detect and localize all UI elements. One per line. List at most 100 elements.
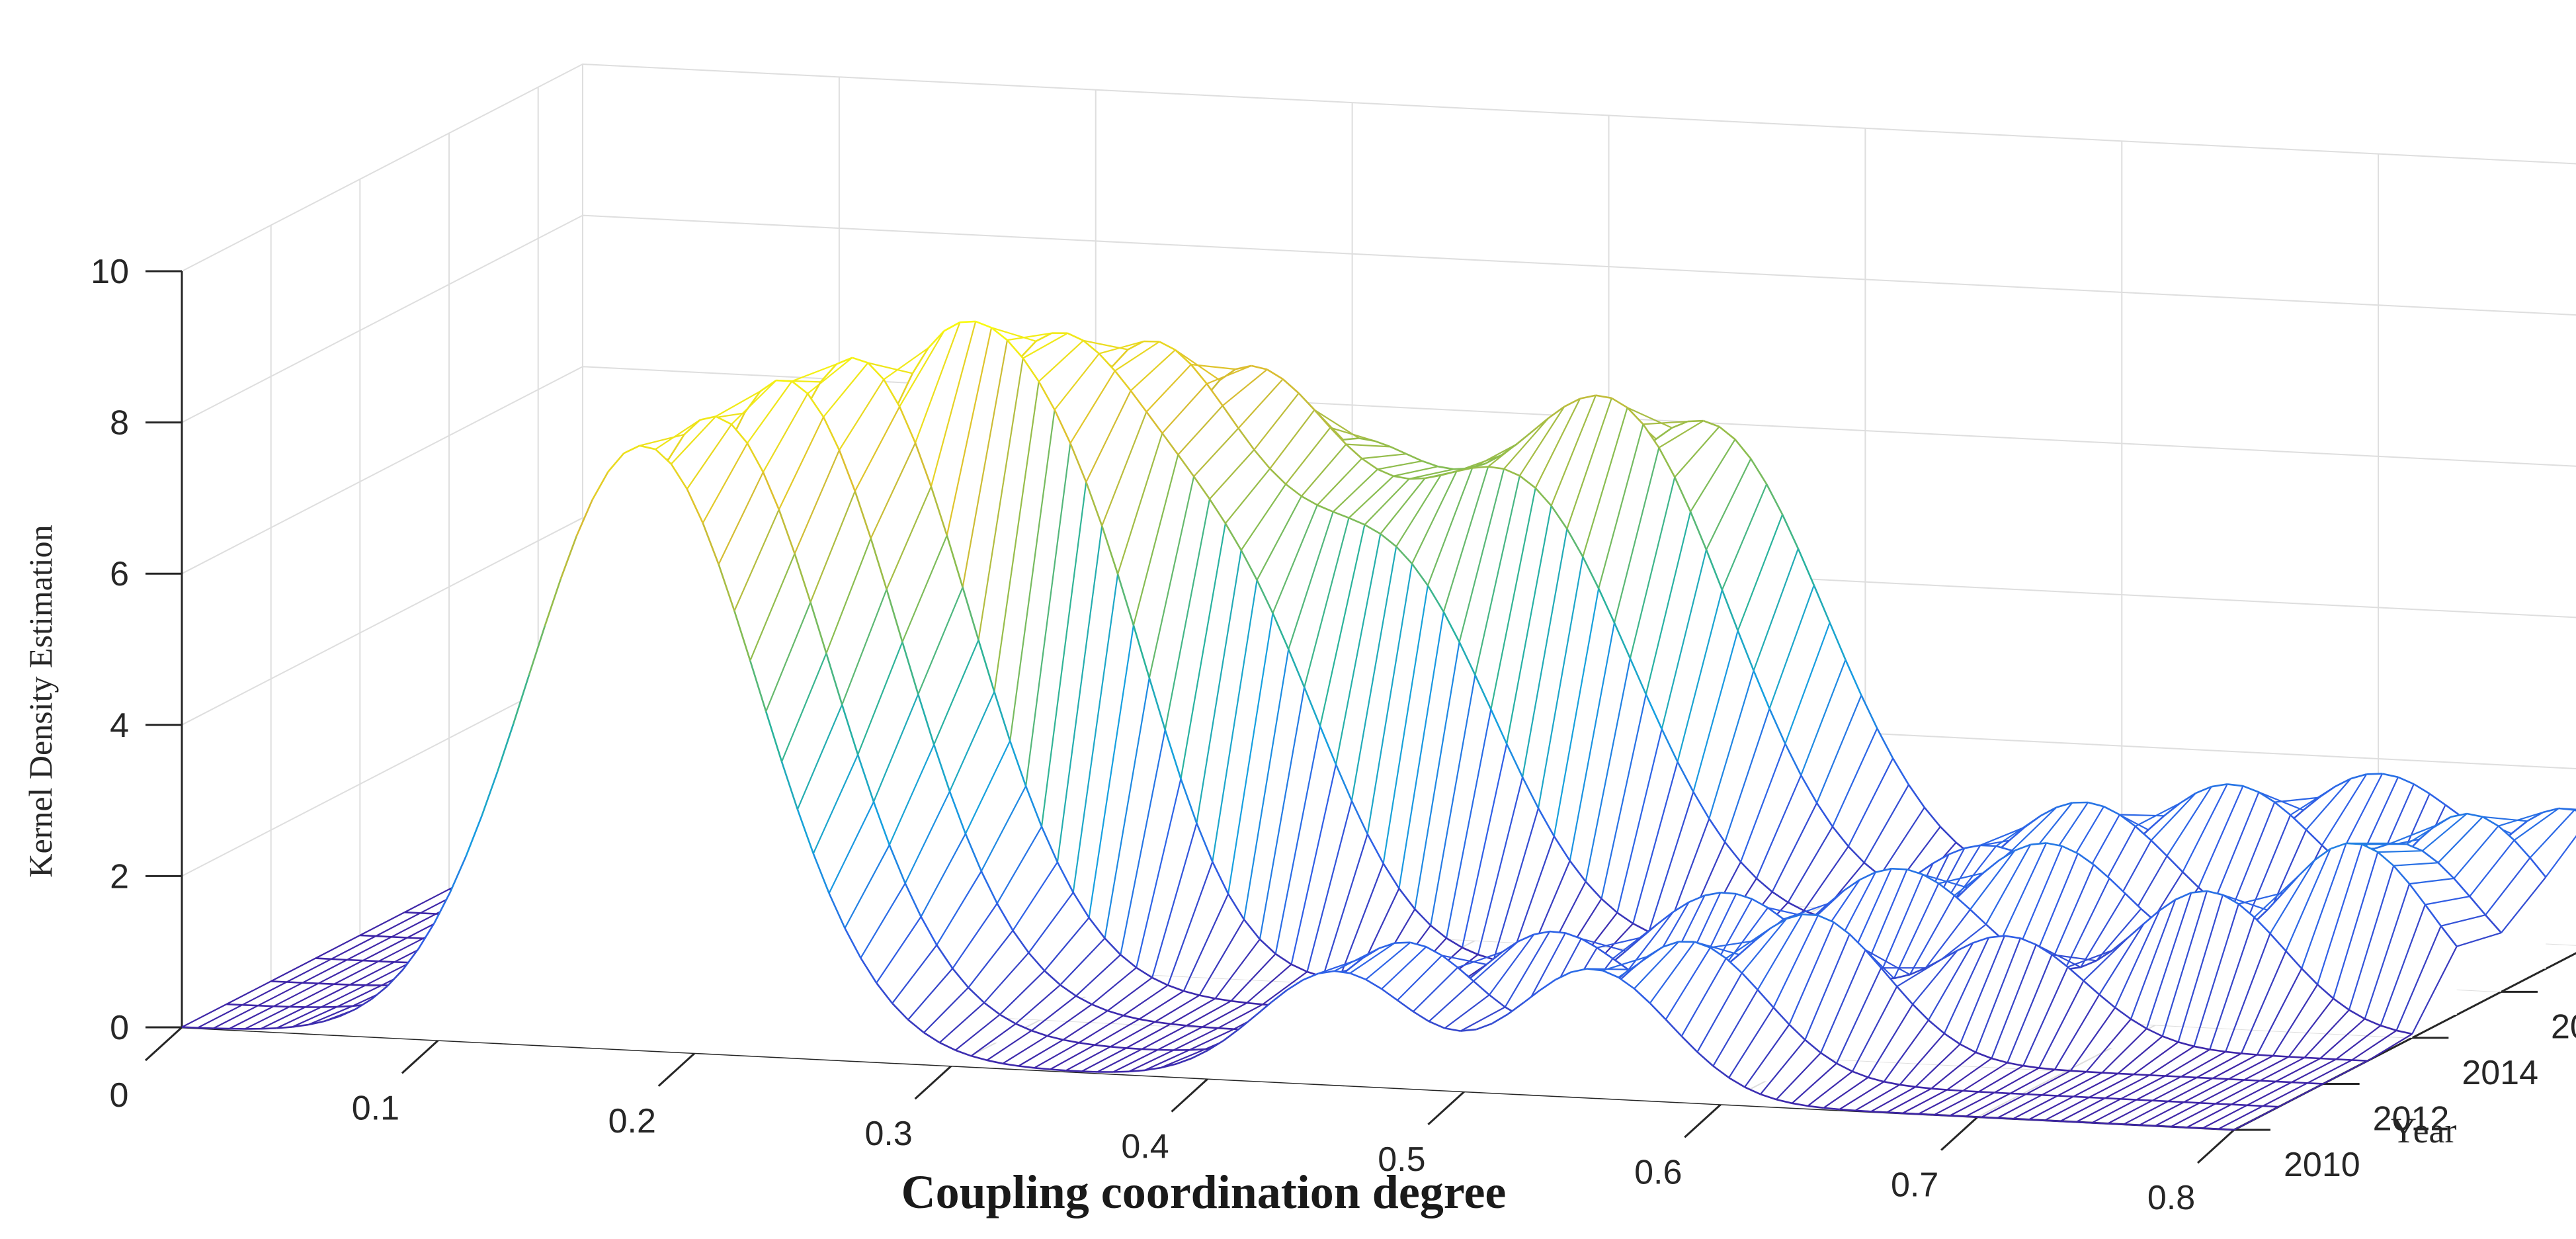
series-2014-segment [1116,574,1135,626]
series-2012-segment [2181,1076,2197,1079]
mesh-line [2196,1052,2242,1078]
mesh-line [778,416,825,510]
series-2017-segment [1282,378,1300,394]
mesh-line [812,754,859,854]
mesh-line [762,393,809,473]
series-2012-segment [1075,995,1093,1005]
mesh-line [747,380,793,444]
mesh-line [2089,1074,2134,1098]
mesh-line [2214,792,2260,902]
mesh-line [2269,859,2315,934]
mesh-line [1145,364,1192,413]
series-2010-segment [1587,968,1603,972]
series-2016-segment [1980,844,1997,847]
series-2010-segment [1381,988,1398,1002]
series-2018-segment [2274,801,2292,816]
series-2013-segment [2194,1045,2210,1050]
series-2013-segment [2130,1018,2147,1030]
x-tick-label: 0.6 [1634,1153,1682,1191]
series-2010-segment [702,523,720,565]
series-2019-segment [1797,548,1815,586]
mesh-line [1741,918,1787,974]
mesh-line [1569,622,1616,861]
mesh-line [245,1005,290,1030]
series-2010-segment [292,1023,309,1028]
mesh-line [1649,941,1696,1004]
series-2010-segment [1160,1063,1177,1069]
series-2011-segment [1031,1029,1048,1037]
series-2014-segment [1022,357,1040,382]
series-2013-segment [977,640,995,693]
mesh-line [1104,677,1150,939]
mesh-line [1130,349,1176,392]
series-2017-segment [2166,855,2184,873]
series-2010-segment [1003,1062,1019,1067]
series-2010-segment [2218,1128,2235,1131]
series-2012-segment [1975,1051,1992,1060]
series-2014-segment [2396,1029,2413,1035]
mesh-line [331,935,376,960]
series-2018-segment [1437,465,1454,470]
series-2013-segment [1136,966,1153,978]
mesh-line [2498,811,2544,827]
mesh-line [2151,1076,2198,1101]
mesh-line [1706,458,1752,550]
series-2016-segment [1285,483,1302,497]
series-2010-segment [1429,1020,1446,1029]
mesh-line [1170,998,1216,1025]
series-2010-segment [1744,1086,1761,1095]
series-2017-segment [1582,556,1600,589]
mesh-line [2193,904,2239,1047]
mesh-line [2321,773,2368,846]
mesh-line [1598,424,1644,589]
series-2015-segment [1414,908,1432,926]
series-2010-segment [513,674,530,724]
mesh-line [923,987,969,1033]
series-2013-segment [1988,935,2005,939]
series-2018-segment [1548,406,1565,419]
mesh-line [1708,670,1755,819]
series-2010-segment [718,564,735,611]
series-2011-segment [1094,1044,1111,1048]
mesh-line [1110,1021,1155,1048]
mesh-line [718,472,764,565]
series-2011-segment [1489,994,1506,1008]
series-2014-segment [975,320,992,329]
mesh-line [1940,923,1987,961]
series-2017-segment [2513,839,2531,859]
series-2010-segment [1712,1065,1729,1079]
series-2018-segment [2147,815,2165,831]
mesh-line [1863,784,1909,863]
series-2017-segment [1519,475,1536,489]
series-2017-segment [1425,474,1441,480]
mesh-line [780,653,827,762]
mesh-line [1602,956,1647,972]
mesh-line [2348,865,2395,1011]
series-2014-segment [1196,822,1214,863]
mesh-line [2167,1078,2214,1102]
series-2014-segment [1859,871,1876,881]
mesh-line [2183,1078,2229,1103]
mesh-line [1912,950,1958,1005]
mesh-line [1537,556,1584,808]
series-2011-segment [936,944,954,969]
mesh-line [2240,951,2287,1054]
mesh-line [1970,850,2016,910]
series-2015-segment [1240,550,1258,581]
series-2014-segment [1843,878,1860,892]
series-2013-segment [2083,980,2100,996]
series-2011-segment [1788,1023,1806,1041]
mesh-line [1338,863,1384,981]
series-2011-segment [1473,980,1490,996]
series-2016-segment [1222,405,1239,429]
mesh-line [1222,368,1268,407]
series-2010-segment [1239,1015,1256,1030]
mesh-line [1803,845,1849,912]
mesh-line [1472,443,1518,469]
mesh-line [2041,1071,2087,1096]
mesh-line [1381,946,1427,990]
series-2013-segment [1673,901,1690,913]
series-2013-segment [2162,1035,2179,1043]
series-2012-segment [2165,1075,2181,1078]
series-2011-segment [778,509,796,554]
